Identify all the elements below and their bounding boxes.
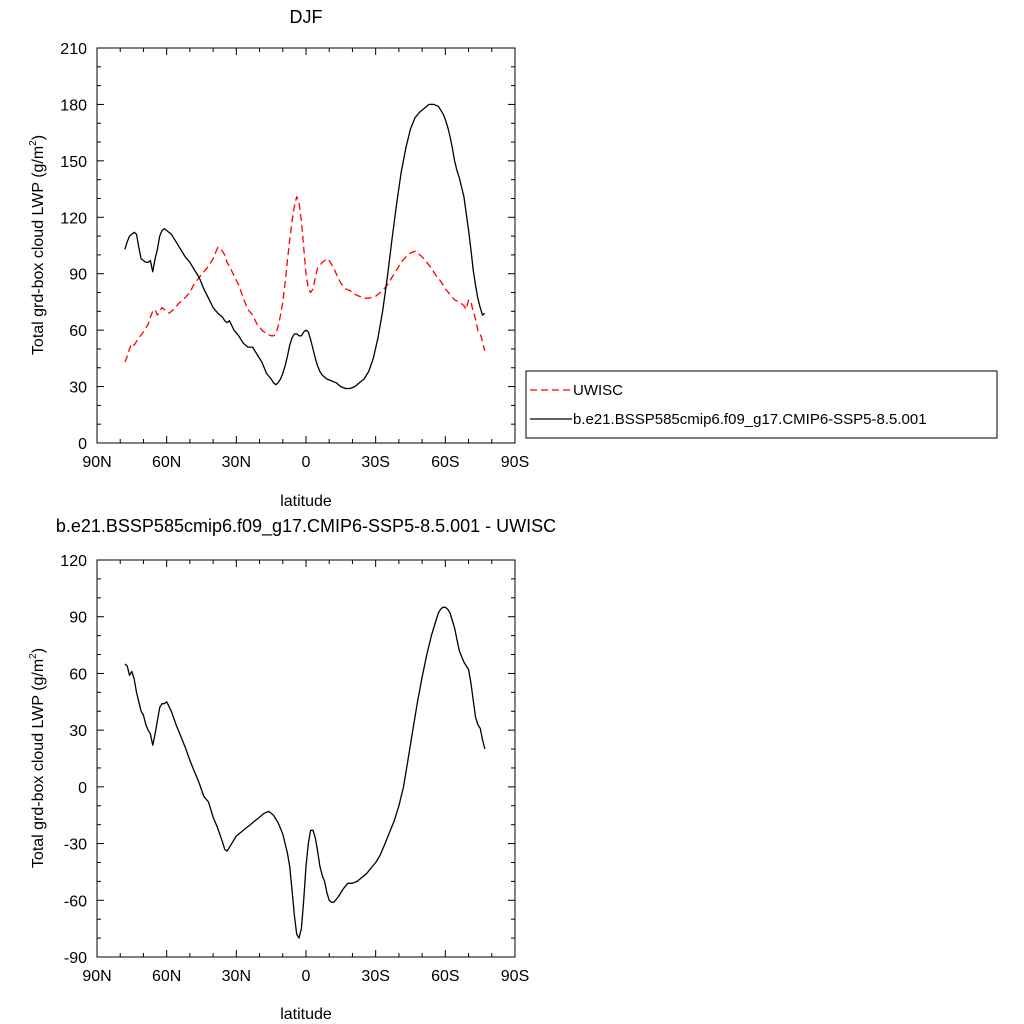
y-tick-label: -60 <box>64 893 87 910</box>
y-tick-label: 180 <box>60 97 87 114</box>
top-chart-title: DJF <box>290 7 323 27</box>
y-tick-label: -30 <box>64 837 87 854</box>
x-tick-label: 60N <box>152 968 181 985</box>
y-tick-label: 120 <box>60 553 87 570</box>
x-tick-label: 30S <box>361 968 389 985</box>
x-tick-label: 30N <box>222 968 251 985</box>
x-tick-label: 90N <box>82 454 111 471</box>
top-series-lines <box>124 103 486 390</box>
legend-label-uwisc: UWISC <box>573 382 623 399</box>
top-panel-chart: DJF 90N 60N 30N 0 30S 60S 90S 0 30 60 90 120 150 180… <box>28 7 998 510</box>
bottom-panel-chart: b.e21.BSSP585cmip6.f09_g17.CMIP6-SSP5-8.… <box>28 516 556 1023</box>
y-tick-label: 120 <box>60 210 87 227</box>
x-tick-label: 30N <box>222 454 251 471</box>
y-tick-label: 60 <box>69 323 87 340</box>
x-tick-label: 0 <box>302 968 311 985</box>
y-tick-label: -90 <box>64 950 87 967</box>
top-x-axis: 90N 60N 30N 0 30S 60S 90S <box>82 48 529 471</box>
y-tick-label: 0 <box>78 436 87 453</box>
x-tick-label: 60N <box>152 454 181 471</box>
x-tick-label: 90S <box>501 968 529 985</box>
bottom-y-axis-label: Total grd-box cloud LWP (g/m2) <box>28 648 47 868</box>
bottom-series-lines <box>124 606 486 939</box>
x-tick-label: 0 <box>302 454 311 471</box>
y-tick-label: 0 <box>78 780 87 797</box>
bottom-x-axis-label: latitude <box>280 1006 332 1023</box>
y-tick-label: 30 <box>69 380 87 397</box>
bottom-y-axis: -90 -60 -30 0 30 60 90 120 <box>60 553 515 967</box>
y-tick-label: 30 <box>69 723 87 740</box>
top-y-axis-label: Total grd-box cloud LWP (g/m2) <box>28 135 47 355</box>
y-tick-label: 210 <box>60 41 87 58</box>
bottom-x-axis: 90N 60N 30N 0 30S 60S 90S <box>82 560 529 985</box>
legend: UWISC b.e21.BSSP585cmip6.f09_g17.CMIP6-S… <box>525 370 998 439</box>
series-line-series-0 <box>124 606 486 939</box>
series-line-b-e21-bssp585cmip6-f09-g17-cmip6-ssp5-8-5-001 <box>124 103 486 390</box>
bottom-chart-title: b.e21.BSSP585cmip6.f09_g17.CMIP6-SSP5-8.… <box>56 516 556 537</box>
series-line-uwisc <box>124 195 486 363</box>
top-y-axis: 0 30 60 90 120 150 180 210 <box>60 41 515 453</box>
x-tick-label: 30S <box>361 454 389 471</box>
y-tick-label: 90 <box>69 267 87 284</box>
x-tick-label: 60S <box>431 968 459 985</box>
y-tick-label: 150 <box>60 154 87 171</box>
y-tick-label: 90 <box>69 610 87 627</box>
legend-label-model: b.e21.BSSP585cmip6.f09_g17.CMIP6-SSP5-8.… <box>573 411 927 428</box>
top-x-axis-label: latitude <box>280 493 332 510</box>
top-plot-frame <box>96 47 516 444</box>
x-tick-label: 90N <box>82 968 111 985</box>
x-tick-label: 90S <box>501 454 529 471</box>
x-tick-label: 60S <box>431 454 459 471</box>
legend-box <box>525 370 998 439</box>
y-tick-label: 60 <box>69 666 87 683</box>
